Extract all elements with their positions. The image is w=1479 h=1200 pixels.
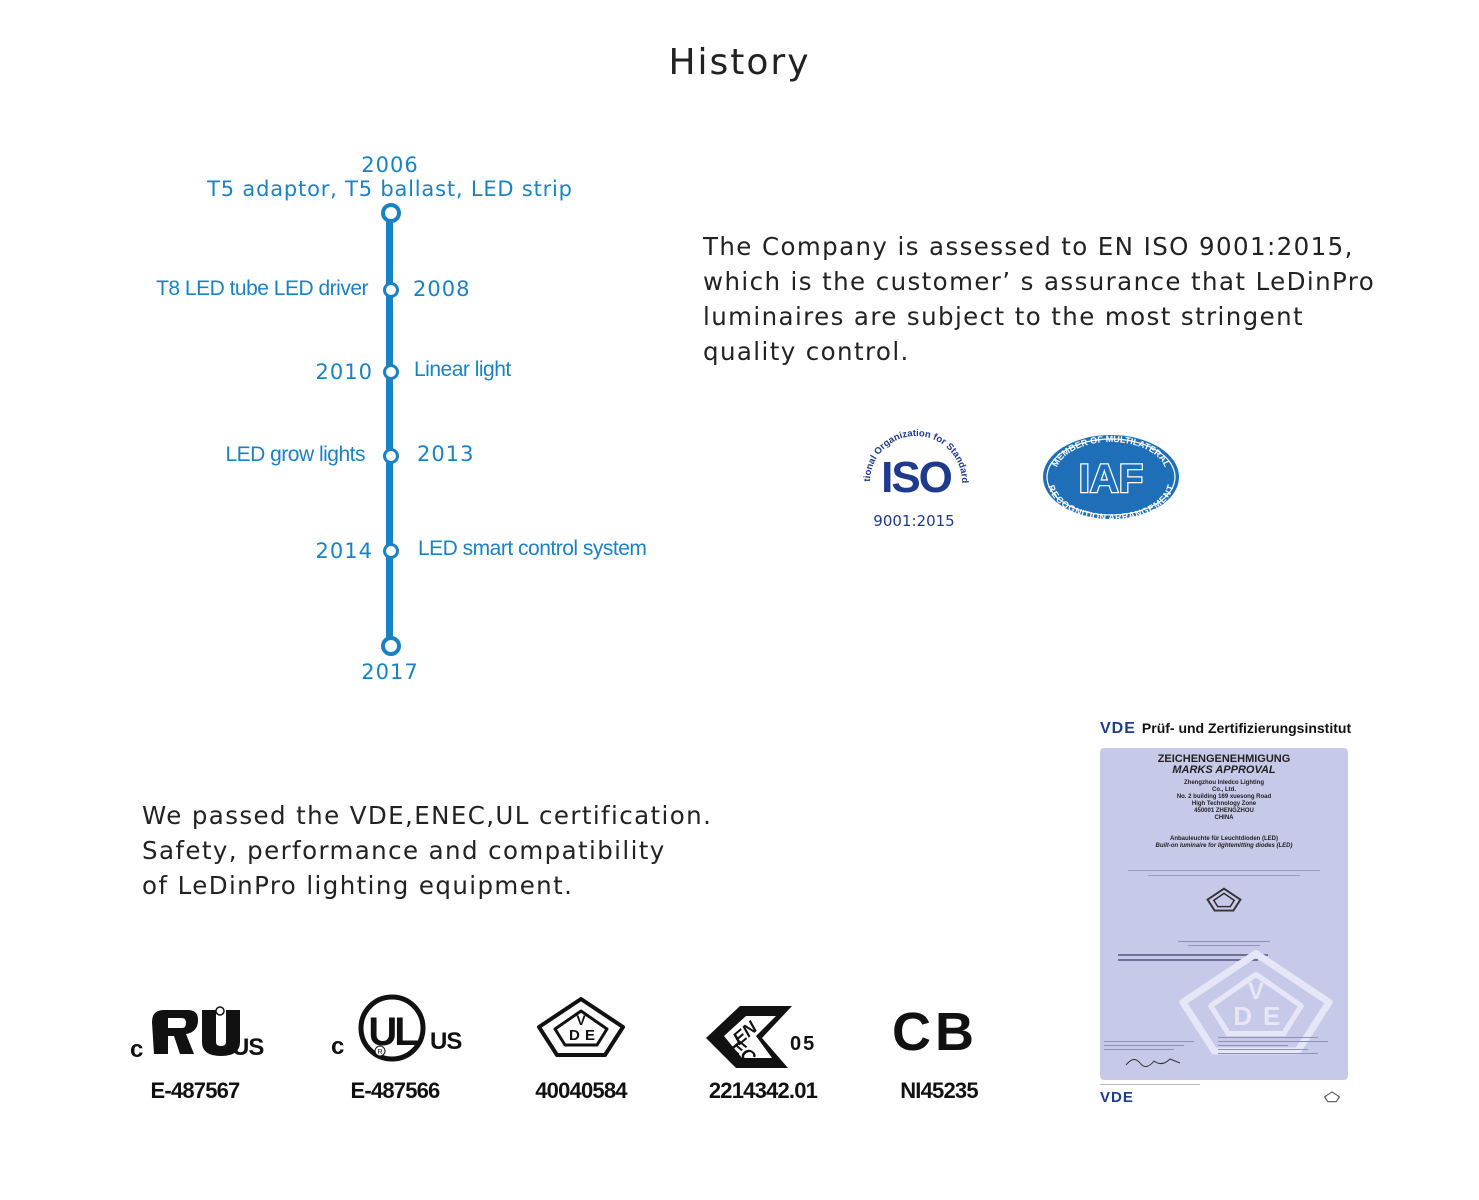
product-de: Anbauleuchte für Leuchtdioden (LED)	[1170, 836, 1278, 842]
timeline-entry-label: Linear light	[414, 358, 511, 381]
svg-text:R: R	[377, 1049, 382, 1056]
vde-certificate-card: ZEICHENGENEHMIGUNG MARKS APPROVAL Zhengz…	[1100, 748, 1348, 1080]
text-lines	[1118, 866, 1330, 880]
cru-mark-icon: c US	[130, 1006, 264, 1062]
svg-text:c: c	[130, 1036, 143, 1062]
vde-footer-mark-icon	[1324, 1091, 1340, 1103]
signature-icon	[1125, 1058, 1181, 1067]
vde-small-mark-icon	[1206, 887, 1242, 912]
timeline-top-label: T5 adaptor, T5 ballast, LED strip	[207, 177, 573, 201]
cert-paragraph-line: Safety, performance and compatibility	[142, 836, 666, 865]
timeline-node-top	[381, 203, 401, 223]
svg-text:US: US	[430, 1028, 462, 1055]
vde-cert-title-en: MARKS APPROVAL	[1172, 764, 1276, 776]
vde-cert-address: Zhengzhou Inledco Lighting Co., Ltd. No.…	[1100, 780, 1348, 822]
address-line: 450001 ZHENGZHOU	[1194, 808, 1254, 814]
cul-us-mark-icon: c UL R US	[331, 994, 462, 1062]
cert-number-cru: E-487567	[150, 1078, 240, 1103]
standards-lines	[1118, 938, 1330, 964]
timeline-entry-year: 2010	[315, 360, 373, 384]
svg-text:US: US	[232, 1034, 264, 1061]
iso-paragraph: The Company is assessed to EN ISO 9001:2…	[703, 229, 1375, 369]
iso-standard: 9001:2015	[873, 512, 954, 530]
address-line: No. 2 building 169 xuesong Road	[1176, 794, 1272, 800]
timeline-line	[386, 211, 393, 645]
cert-number-cb: NI45235	[900, 1078, 978, 1103]
page-title: History	[668, 42, 811, 83]
cert-paragraph-line: We passed the VDE,ENEC,UL certification.	[142, 801, 713, 830]
timeline-node	[383, 364, 399, 380]
timeline-entry-label: LED grow lights	[225, 443, 365, 466]
timeline-node	[383, 543, 399, 559]
vde-certificate-header: VDE Prüf- und Zertifizierungsinstitut	[1100, 720, 1351, 738]
svg-text:V: V	[576, 1012, 586, 1028]
timeline-bottom-year: 2017	[361, 660, 419, 684]
enec-suffix: 05	[790, 1033, 816, 1055]
cert-paragraph-line: of LeDinPro lighting equipment.	[142, 871, 574, 900]
timeline-entry-label: LED smart control system	[418, 537, 647, 560]
vde-cert-title-de: ZEICHENGENEHMIGUNG	[1157, 753, 1291, 765]
vde-cert-product: Anbauleuchte für Leuchtdioden (LED) Buil…	[1100, 836, 1348, 850]
timeline-node	[383, 448, 399, 464]
vde-watermark-icon: V D E	[1179, 950, 1333, 1055]
vde-header-title: Prüf- und Zertifizierungsinstitut	[1141, 720, 1352, 736]
cert-details	[1218, 1034, 1338, 1057]
svg-text:V: V	[1248, 978, 1265, 1005]
cert-paragraph: We passed the VDE,ENEC,UL certification.…	[142, 798, 712, 903]
vde-cert-fine-print	[1100, 1082, 1340, 1088]
cert-number-enec: 2214342.01	[708, 1078, 818, 1103]
timeline-node-bottom	[381, 636, 401, 656]
svg-text:E: E	[1263, 1001, 1280, 1031]
iso-paragraph-line: which is the customer’ s assurance that …	[703, 267, 1376, 296]
timeline-entry-year: 2013	[417, 442, 475, 466]
signature-area	[1104, 1038, 1344, 1073]
svg-text:D: D	[569, 1027, 580, 1044]
iso-paragraph-line: The Company is assessed to EN ISO 9001:2…	[703, 232, 1354, 261]
vde-mark-icon: V D E	[537, 997, 625, 1057]
svg-text:E: E	[585, 1027, 595, 1044]
address-line: High Technology Zone	[1191, 801, 1257, 807]
iso-logo: International Organization for Standardi…	[856, 420, 970, 530]
timeline-entry-year: 2014	[315, 539, 373, 563]
timeline-top-year: 2006	[361, 153, 419, 177]
vde-header-brand: VDE	[1100, 720, 1136, 737]
timeline-entry-label: T8 LED tube LED driver	[156, 277, 368, 300]
iso-mark: ISO	[881, 453, 952, 502]
iaf-logo: MEMBER OF MULTILATERAL RECOGNITION ARRAN…	[1043, 434, 1179, 522]
address-line: Zhengzhou Inledco Lighting	[1184, 780, 1264, 786]
enec-mark-icon: EN EC 05	[706, 1006, 816, 1068]
timeline-entry-year: 2008	[413, 277, 471, 301]
cb-mark-icon: CB	[892, 1002, 978, 1062]
address-line: Co., Ltd.	[1212, 787, 1236, 793]
address-line: CHINA	[1214, 815, 1234, 821]
iso-paragraph-line: luminaires are subject to the most strin…	[703, 302, 1305, 331]
iaf-mark: IAF	[1079, 457, 1143, 501]
cert-number-cul: E-487566	[350, 1078, 440, 1103]
svg-text:UL: UL	[368, 1010, 418, 1054]
vde-footer-brand: VDE	[1100, 1089, 1134, 1106]
timeline-node	[383, 282, 399, 298]
svg-text:c: c	[331, 1033, 344, 1060]
iso-paragraph-line: quality control.	[703, 337, 910, 366]
svg-text:D: D	[1233, 1001, 1252, 1031]
cert-number-vde: 40040584	[535, 1078, 627, 1103]
product-en: Built-on luminaire for lightemitting dio…	[1155, 843, 1293, 849]
